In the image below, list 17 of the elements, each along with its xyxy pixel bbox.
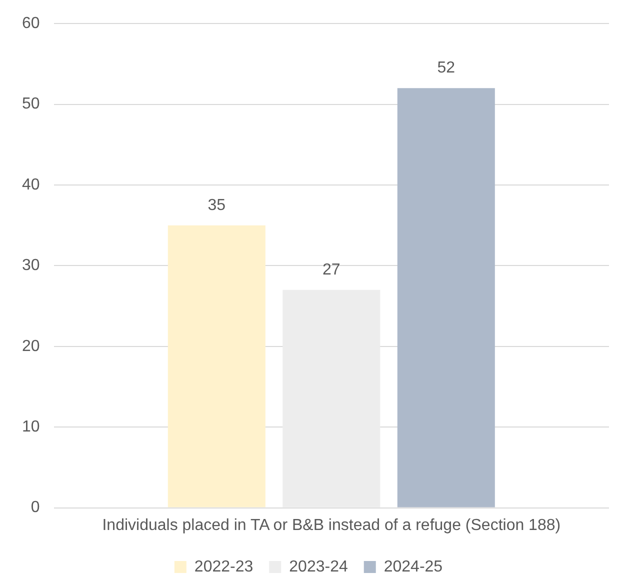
y-tick-label: 10: [22, 418, 40, 436]
data-label: 27: [322, 261, 340, 278]
y-tick-label: 30: [22, 257, 40, 274]
y-tick-label: 0: [30, 499, 40, 516]
bar: [282, 290, 380, 508]
y-tick-label: 20: [22, 338, 40, 355]
bar: [397, 88, 495, 508]
data-label: 35: [208, 196, 226, 214]
x-tick-label: Individuals placed in TA or B&B instead of a refuge (Section 188): [102, 516, 561, 534]
legend-label: 2024-25: [384, 558, 443, 576]
data-label: 52: [437, 60, 456, 77]
legend-label: 2022-23: [194, 558, 254, 576]
y-tick-label: 50: [22, 96, 40, 113]
y-tick-label: 40: [22, 176, 40, 194]
legend-label: 2023-24: [289, 558, 348, 576]
y-tick-label: 60: [22, 15, 40, 32]
bar: [168, 225, 266, 508]
